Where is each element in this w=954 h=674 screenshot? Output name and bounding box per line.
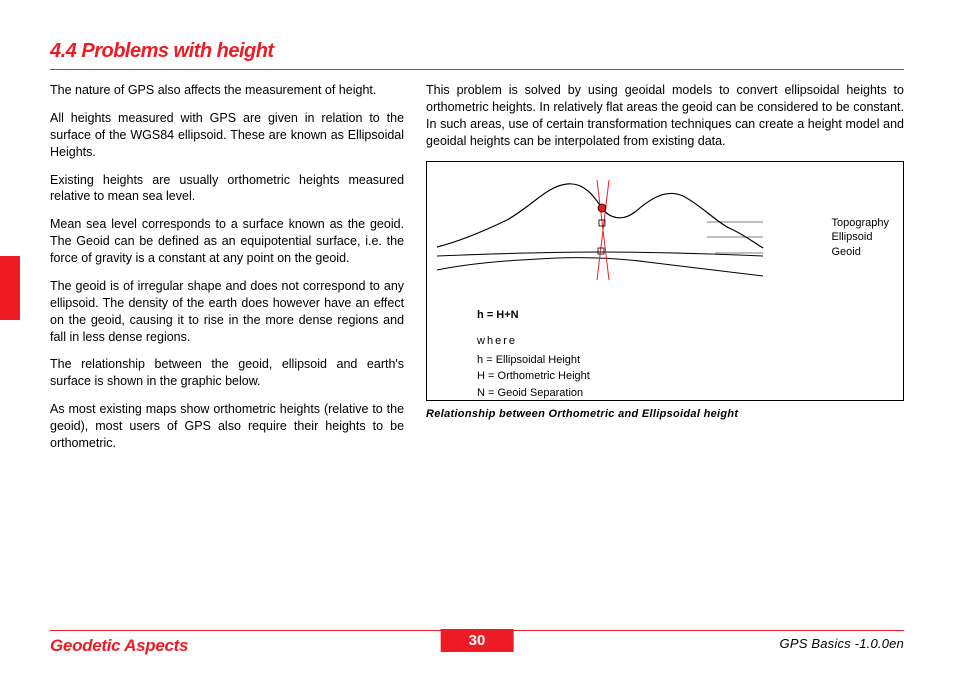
heading-rule: [50, 69, 904, 70]
formula-line: N = Geoid Separation: [477, 385, 590, 402]
figure-box: Topography Ellipsoid Geoid h = H+N where…: [426, 161, 904, 401]
text-columns: The nature of GPS also affects the measu…: [50, 82, 904, 463]
figure-diagram: [427, 162, 773, 292]
footer-section-title: Geodetic Aspects: [50, 636, 188, 656]
formula-line: h = Ellipsoidal Height: [477, 352, 590, 369]
legend-item: Topography: [832, 216, 890, 231]
geoid-curve: [437, 257, 763, 275]
formula-where: where: [477, 333, 590, 350]
column-2: This problem is solved by using geoidal …: [426, 82, 904, 463]
figure-caption: Relationship between Orthometric and Ell…: [426, 407, 904, 422]
footer-doc-title: GPS Basics -1.0.0en: [780, 636, 904, 651]
page-footer: Geodetic Aspects 30 GPS Basics -1.0.0en: [0, 630, 954, 656]
figure-formula: h = H+N where h = Ellipsoidal Height H =…: [477, 307, 590, 402]
page-content: 4.4 Problems with height The nature of G…: [50, 40, 904, 634]
formula-equation: h = H+N: [477, 307, 590, 324]
paragraph: The relationship between the geoid, elli…: [50, 356, 404, 390]
surface-point-icon: [598, 204, 606, 212]
paragraph: This problem is solved by using geoidal …: [426, 82, 904, 150]
paragraph: Existing heights are usually orthometric…: [50, 172, 404, 206]
figure-legend: Topography Ellipsoid Geoid: [832, 216, 890, 261]
column-1: The nature of GPS also affects the measu…: [50, 82, 404, 463]
paragraph: The geoid is of irregular shape and does…: [50, 278, 404, 346]
legend-item: Geoid: [832, 245, 890, 260]
formula-line: H = Orthometric Height: [477, 368, 590, 385]
section-heading: 4.4 Problems with height: [50, 40, 904, 63]
topography-curve: [437, 183, 763, 247]
legend-item: Ellipsoid: [832, 230, 890, 245]
paragraph: The nature of GPS also affects the measu…: [50, 82, 404, 99]
page-number: 30: [441, 629, 514, 652]
side-tab: [0, 256, 20, 320]
paragraph: All heights measured with GPS are given …: [50, 110, 404, 161]
paragraph: As most existing maps show orthometric h…: [50, 401, 404, 452]
paragraph: Mean sea level corresponds to a surface …: [50, 216, 404, 267]
